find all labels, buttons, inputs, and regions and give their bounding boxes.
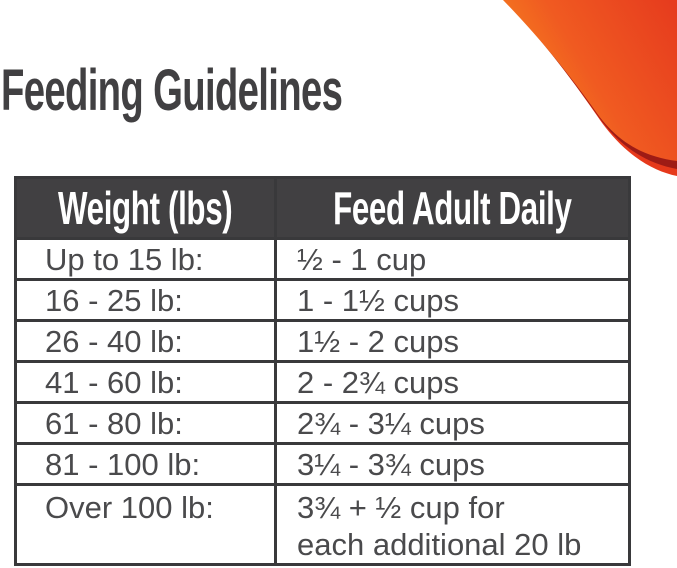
weight-value: 41 - 60 lb: xyxy=(14,360,277,404)
weight-value: Up to 15 lb: xyxy=(14,237,277,281)
table-row: Up to 15 lb: ½ - 1 cup xyxy=(14,237,631,281)
weight-value: Over 100 lb: xyxy=(14,483,277,566)
table-header-row: Weight (lbs) Feed Adult Daily xyxy=(14,176,631,240)
weight-value: 16 - 25 lb: xyxy=(14,278,277,322)
column-header-feed-daily-label: Feed Adult Daily xyxy=(333,182,572,234)
table-row: 26 - 40 lb: 1½ - 2 cups xyxy=(14,319,631,363)
table-row: 81 - 100 lb: 3¼ - 3¾ cups xyxy=(14,442,631,486)
page-title: Feeding Guidelines xyxy=(1,58,343,123)
amount-value: 3¾ + ½ cup for each additional 20 lb xyxy=(274,483,631,566)
amount-value: 3¼ - 3¾ cups xyxy=(274,442,631,486)
weight-value: 61 - 80 lb: xyxy=(14,401,277,445)
amount-value: 1½ - 2 cups xyxy=(274,319,631,363)
amount-value: 2¾ - 3¼ cups xyxy=(274,401,631,445)
column-header-feed-daily: Feed Adult Daily xyxy=(274,176,631,240)
weight-value: 81 - 100 lb: xyxy=(14,442,277,486)
column-header-weight: Weight (lbs) xyxy=(14,176,277,240)
weight-value: 26 - 40 lb: xyxy=(14,319,277,363)
table-row: 61 - 80 lb: 2¾ - 3¼ cups xyxy=(14,401,631,445)
table-row: 16 - 25 lb: 1 - 1½ cups xyxy=(14,278,631,322)
column-header-weight-label: Weight (lbs) xyxy=(58,182,233,234)
amount-value: 1 - 1½ cups xyxy=(274,278,631,322)
feeding-guidelines-table: Weight (lbs) Feed Adult Daily Up to 15 l… xyxy=(14,176,631,566)
table-row: 41 - 60 lb: 2 - 2¾ cups xyxy=(14,360,631,404)
amount-value: 2 - 2¾ cups xyxy=(274,360,631,404)
amount-value: ½ - 1 cup xyxy=(274,237,631,281)
table-row: Over 100 lb: 3¾ + ½ cup for each additio… xyxy=(14,483,631,566)
